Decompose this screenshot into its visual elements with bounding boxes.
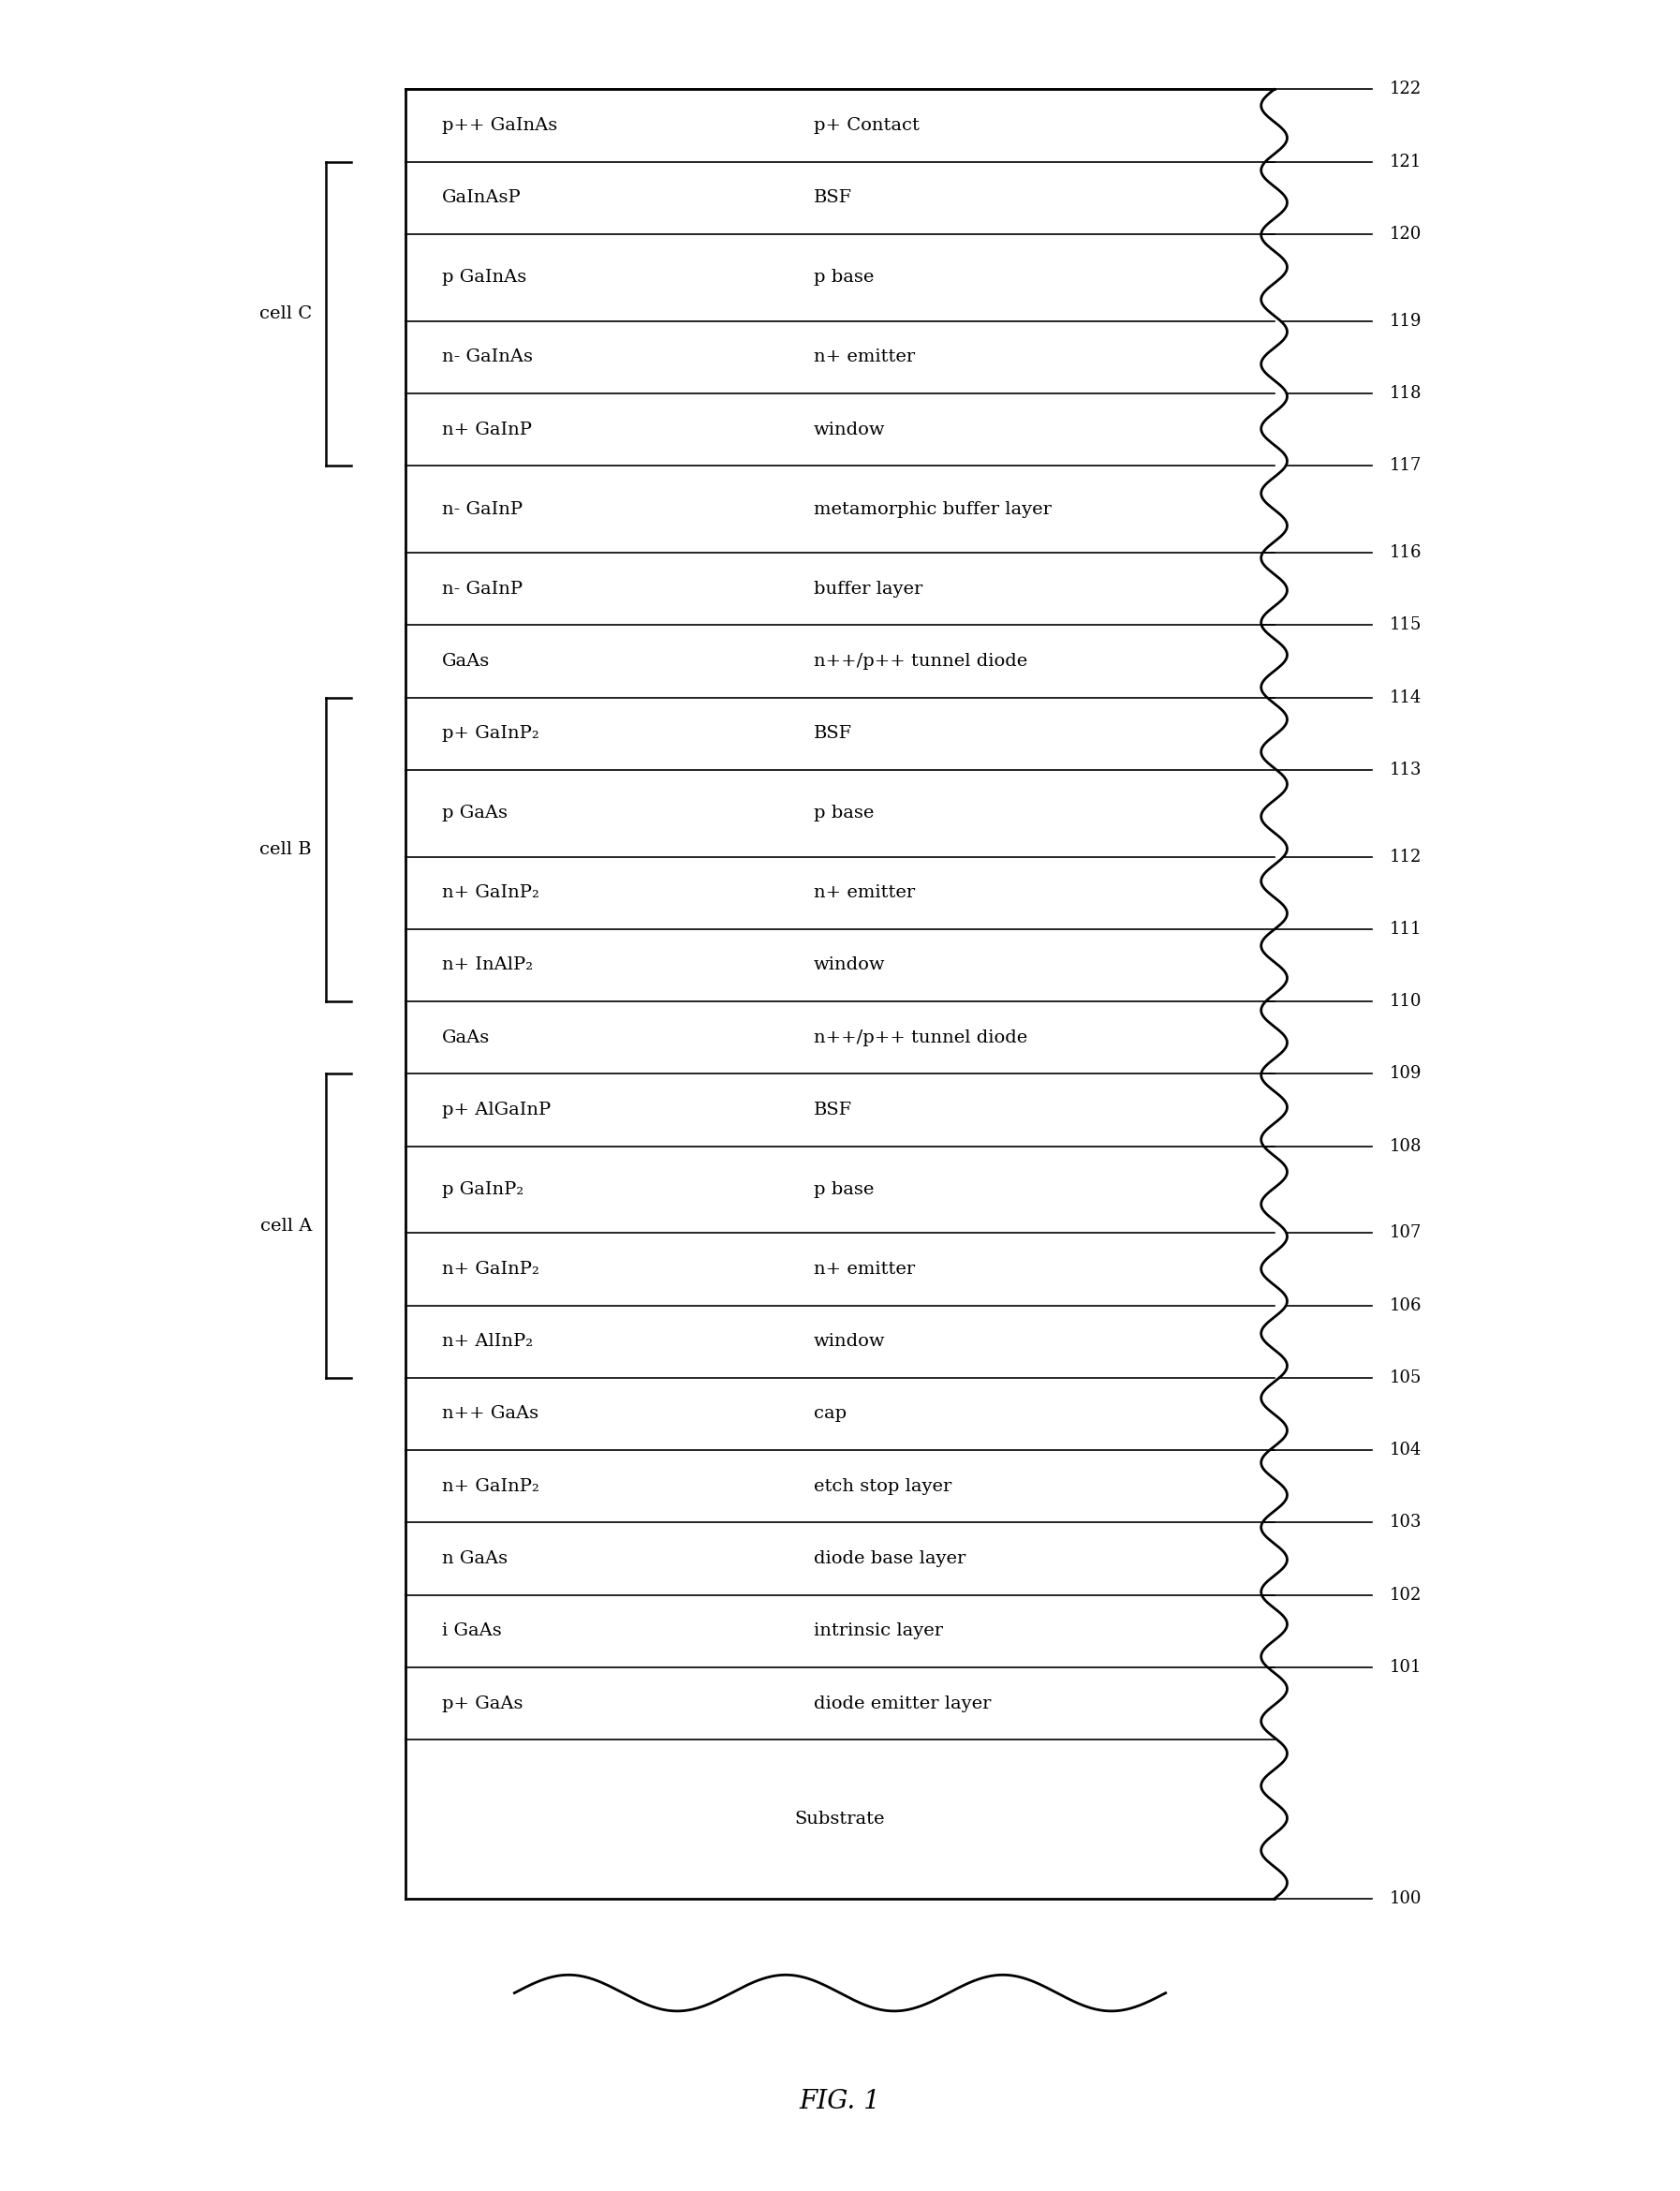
Text: p base: p base	[813, 804, 874, 822]
Text: buffer layer: buffer layer	[813, 581, 922, 598]
Text: 114: 114	[1389, 688, 1421, 706]
Text: 108: 108	[1389, 1137, 1423, 1155]
Text: 117: 117	[1389, 458, 1421, 473]
Text: n+ GaInP₂: n+ GaInP₂	[442, 885, 539, 901]
Text: 100: 100	[1389, 1891, 1423, 1908]
Text: 105: 105	[1389, 1369, 1421, 1387]
Text: 120: 120	[1389, 226, 1421, 243]
Text: p+ Contact: p+ Contact	[813, 116, 919, 134]
Text: BSF: BSF	[813, 191, 852, 206]
Text: BSF: BSF	[813, 725, 852, 743]
Text: n+ GaInP: n+ GaInP	[442, 421, 533, 438]
Text: p GaAs: p GaAs	[442, 804, 507, 822]
Text: 122: 122	[1389, 81, 1421, 99]
Text: cell A: cell A	[260, 1218, 312, 1234]
Text: n+ emitter: n+ emitter	[813, 885, 916, 901]
Text: GaAs: GaAs	[442, 653, 491, 670]
Text: 113: 113	[1389, 760, 1423, 778]
Text: 107: 107	[1389, 1225, 1421, 1242]
Text: i GaAs: i GaAs	[442, 1624, 502, 1639]
Text: 106: 106	[1389, 1297, 1423, 1315]
Text: window: window	[813, 1332, 885, 1350]
Text: n++ GaAs: n++ GaAs	[442, 1407, 539, 1422]
Text: 121: 121	[1389, 153, 1421, 171]
Text: cell C: cell C	[259, 305, 312, 322]
Text: p GaInP₂: p GaInP₂	[442, 1181, 524, 1198]
Text: p base: p base	[813, 269, 874, 287]
Text: n+ InAlP₂: n+ InAlP₂	[442, 957, 533, 973]
Text: n- GaInP: n- GaInP	[442, 581, 522, 598]
Text: diode base layer: diode base layer	[813, 1551, 966, 1567]
Text: 109: 109	[1389, 1065, 1423, 1082]
Text: p base: p base	[813, 1181, 874, 1198]
Text: FIG. 1: FIG. 1	[800, 2088, 880, 2114]
Text: n- GaInAs: n- GaInAs	[442, 348, 533, 366]
Text: cell B: cell B	[260, 841, 312, 859]
Text: 112: 112	[1389, 848, 1421, 865]
Text: 101: 101	[1389, 1659, 1423, 1676]
Text: n GaAs: n GaAs	[442, 1551, 507, 1567]
Text: 118: 118	[1389, 386, 1423, 401]
Text: n- GaInP: n- GaInP	[442, 502, 522, 517]
Text: BSF: BSF	[813, 1102, 852, 1117]
Text: n+ GaInP₂: n+ GaInP₂	[442, 1260, 539, 1277]
Text: n+ emitter: n+ emitter	[813, 1260, 916, 1277]
Text: Substrate: Substrate	[795, 1810, 885, 1827]
Text: p++ GaInAs: p++ GaInAs	[442, 116, 558, 134]
Text: 115: 115	[1389, 616, 1421, 633]
Text: 104: 104	[1389, 1442, 1421, 1459]
Text: GaInAsP: GaInAsP	[442, 191, 521, 206]
Text: p+ GaInP₂: p+ GaInP₂	[442, 725, 539, 743]
Text: 103: 103	[1389, 1514, 1423, 1532]
Text: n++/p++ tunnel diode: n++/p++ tunnel diode	[813, 1030, 1028, 1045]
Text: n++/p++ tunnel diode: n++/p++ tunnel diode	[813, 653, 1028, 670]
Text: p+ AlGaInP: p+ AlGaInP	[442, 1102, 551, 1117]
Text: intrinsic layer: intrinsic layer	[813, 1624, 942, 1639]
Text: diode emitter layer: diode emitter layer	[813, 1696, 991, 1711]
Text: 119: 119	[1389, 313, 1423, 329]
Text: metamorphic buffer layer: metamorphic buffer layer	[813, 502, 1052, 517]
Text: 102: 102	[1389, 1586, 1421, 1604]
Text: window: window	[813, 421, 885, 438]
Text: n+ GaInP₂: n+ GaInP₂	[442, 1479, 539, 1494]
Text: p GaInAs: p GaInAs	[442, 269, 526, 287]
Text: p+ GaAs: p+ GaAs	[442, 1696, 522, 1711]
Text: cap: cap	[813, 1407, 847, 1422]
Text: 116: 116	[1389, 543, 1423, 561]
Text: n+ AlInP₂: n+ AlInP₂	[442, 1332, 533, 1350]
Text: window: window	[813, 957, 885, 973]
Text: GaAs: GaAs	[442, 1030, 491, 1045]
Text: n+ emitter: n+ emitter	[813, 348, 916, 366]
Text: 110: 110	[1389, 993, 1423, 1010]
Text: etch stop layer: etch stop layer	[813, 1479, 953, 1494]
Text: 111: 111	[1389, 920, 1423, 938]
